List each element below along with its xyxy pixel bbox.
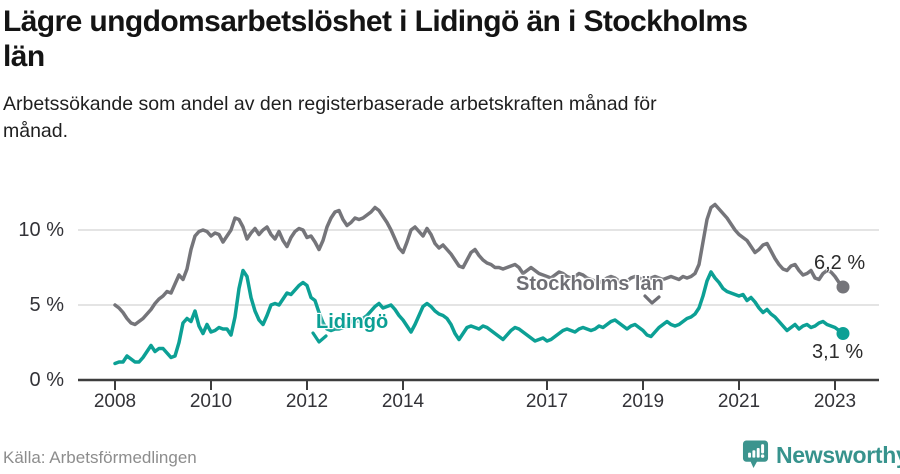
x-axis-tick-label: 2017	[525, 391, 569, 412]
x-axis-tick-label: 2010	[189, 391, 233, 412]
y-axis-tick-label: 0 %	[29, 369, 64, 391]
end-value-label-stockholm: 6,2 %	[814, 252, 866, 274]
brand-logo: Newsworthy	[742, 440, 900, 469]
line-series	[113, 202, 845, 327]
brand-wordmark: Newsworthy	[776, 442, 900, 468]
page-title: Lägre ungdomsarbetslöshet i Lidingö än i…	[3, 5, 748, 74]
label-arrow-down-icon	[311, 331, 328, 344]
x-axis-tick-label: 2023	[813, 391, 857, 412]
series-label-lidingo: Lidingö	[316, 311, 389, 333]
series-end-dot	[836, 327, 850, 340]
x-axis-tick-label: 2019	[621, 391, 665, 412]
y-axis-tick-label: 10 %	[18, 219, 64, 241]
end-value-label-lidingo: 3,1 %	[812, 341, 864, 363]
newsworthy-icon	[742, 440, 769, 468]
x-axis-tick-label: 2008	[93, 391, 137, 412]
line-series	[113, 268, 845, 366]
x-axis-tick-label: 2012	[285, 391, 329, 412]
x-axis-tick-label: 2021	[717, 391, 761, 412]
series-end-dot	[836, 280, 850, 294]
label-arrow-down-icon	[643, 294, 661, 305]
series-label-stockholms-lan: Stockholms län	[516, 273, 664, 295]
y-axis-tick-label: 5 %	[29, 294, 64, 316]
source-credit: Källa: Arbetsförmedlingen	[3, 448, 197, 467]
chart-subtitle: Arbetssökande som andel av den registerb…	[3, 93, 657, 142]
x-axis-tick-label: 2014	[381, 391, 425, 412]
